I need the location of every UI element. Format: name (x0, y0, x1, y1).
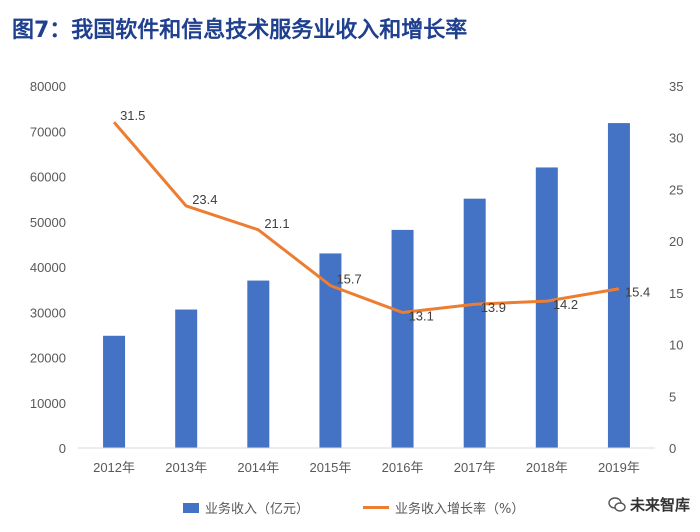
growth-rate-data-label: 31.5 (120, 108, 145, 123)
growth-rate-line (112, 121, 620, 315)
growth-rate-data-label: 23.4 (192, 192, 217, 207)
revenue-bar (103, 335, 126, 448)
page-title: 图7：我国软件和信息技术服务业收入和增长率 (12, 18, 468, 43)
left-axis-tick-label: 0 (59, 441, 66, 456)
legend-line-swatch (363, 506, 389, 509)
legend-label-growth: 业务收入增长率（%） (395, 502, 525, 517)
x-axis-tick-label: 2015年 (309, 460, 351, 475)
x-axis-ticks: 2012年 2013年 2014年 2015年 2016年 2017年 2018年 2019年 (93, 460, 640, 475)
watermark: 未来智库 (608, 494, 690, 515)
left-axis-tick-label: 30000 (30, 305, 66, 320)
right-axis-ticks: 0 5 10 15 20 25 30 35 (669, 79, 683, 456)
growth-rate-data-label: 13.1 (409, 309, 434, 324)
revenue-bar (535, 167, 558, 448)
left-axis-tick-label: 10000 (30, 396, 66, 411)
left-axis-tick-label: 20000 (30, 351, 66, 366)
right-axis-tick-label: 10 (669, 338, 683, 353)
revenue-bar (319, 253, 342, 448)
growth-rate-data-label: 14.2 (553, 297, 578, 312)
growth-rate-data-label: 21.1 (264, 216, 289, 231)
bars-group (103, 123, 630, 448)
left-axis-tick-label: 40000 (30, 260, 66, 275)
wechat-icon (608, 496, 626, 512)
right-axis-tick-label: 25 (669, 182, 683, 197)
right-axis-tick-label: 5 (669, 389, 676, 404)
x-axis-tick-label: 2016年 (382, 460, 424, 475)
x-axis-tick-label: 2019年 (598, 460, 640, 475)
growth-rate-labels: 31.5 23.4 21.1 15.7 13.1 13.9 14.2 15.4 (120, 108, 650, 323)
revenue-bar (175, 309, 198, 448)
revenue-bar (463, 198, 486, 448)
watermark-text: 未来智库 (629, 496, 690, 514)
right-axis-tick-label: 0 (669, 441, 676, 456)
x-axis-tick-label: 2013年 (165, 460, 207, 475)
right-axis-tick-label: 30 (669, 131, 683, 146)
growth-rate-data-label: 15.4 (625, 285, 650, 300)
left-axis-tick-label: 80000 (30, 79, 66, 94)
x-axis-tick-label: 2012年 (93, 460, 135, 475)
x-axis-tick-label: 2017年 (454, 460, 496, 475)
x-axis-tick-label: 2014年 (237, 460, 279, 475)
legend-label-revenue: 业务收入（亿元） (205, 502, 310, 517)
left-axis-tick-label: 70000 (30, 124, 66, 139)
legend: 业务收入（亿元） 业务收入增长率（%） (0, 494, 700, 518)
legend-item-revenue: 业务收入（亿元） (183, 498, 309, 517)
x-axis-tick-label: 2018年 (526, 460, 568, 475)
growth-rate-data-label: 15.7 (336, 272, 361, 287)
revenue-bar (247, 280, 270, 448)
legend-item-growth: 业务收入增长率（%） (363, 498, 524, 517)
right-axis-tick-label: 15 (669, 286, 683, 301)
legend-bar-swatch (183, 502, 199, 513)
right-axis-tick-label: 20 (669, 234, 683, 249)
left-axis-tick-label: 50000 (30, 215, 66, 230)
right-axis-tick-label: 35 (669, 79, 683, 94)
left-axis-tick-label: 60000 (30, 170, 66, 185)
growth-rate-data-label: 13.9 (481, 300, 506, 315)
left-axis-ticks: 0 10000 20000 30000 40000 50000 60000 70000 8000… (30, 79, 66, 456)
revenue-bar (607, 123, 630, 448)
revenue-bar (391, 229, 414, 448)
